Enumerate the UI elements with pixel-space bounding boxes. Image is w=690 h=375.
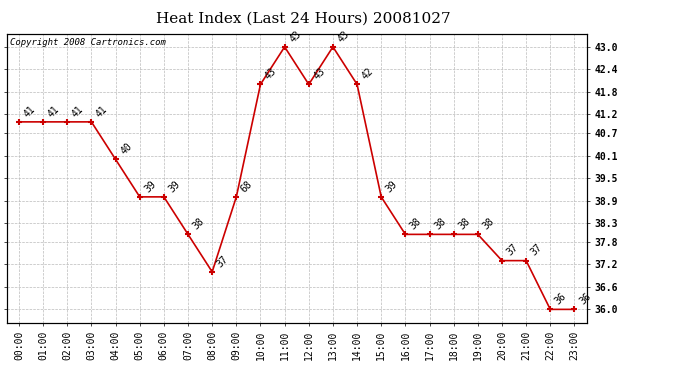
Text: 38: 38 xyxy=(433,216,448,232)
Text: 41: 41 xyxy=(22,104,37,119)
Text: Heat Index (Last 24 Hours) 20081027: Heat Index (Last 24 Hours) 20081027 xyxy=(157,11,451,25)
Text: 41: 41 xyxy=(95,104,110,119)
Text: 40: 40 xyxy=(119,141,134,157)
Text: 39: 39 xyxy=(143,179,158,194)
Text: 39: 39 xyxy=(167,179,182,194)
Text: 36: 36 xyxy=(553,291,569,307)
Text: 38: 38 xyxy=(457,216,472,232)
Text: 37: 37 xyxy=(215,254,230,269)
Text: 43: 43 xyxy=(264,66,279,82)
Text: 37: 37 xyxy=(529,243,544,258)
Text: 38: 38 xyxy=(408,216,424,232)
Text: 42: 42 xyxy=(360,66,375,82)
Text: Copyright 2008 Cartronics.com: Copyright 2008 Cartronics.com xyxy=(10,38,166,47)
Text: 43: 43 xyxy=(288,29,303,44)
Text: 37: 37 xyxy=(505,243,520,258)
Text: 38: 38 xyxy=(481,216,496,232)
Text: 68: 68 xyxy=(239,179,255,194)
Text: 36: 36 xyxy=(578,291,593,307)
Text: 41: 41 xyxy=(46,104,61,119)
Text: 39: 39 xyxy=(384,179,400,194)
Text: 38: 38 xyxy=(191,216,206,232)
Text: 43: 43 xyxy=(336,29,351,44)
Text: 41: 41 xyxy=(70,104,86,119)
Text: 43: 43 xyxy=(312,66,327,82)
